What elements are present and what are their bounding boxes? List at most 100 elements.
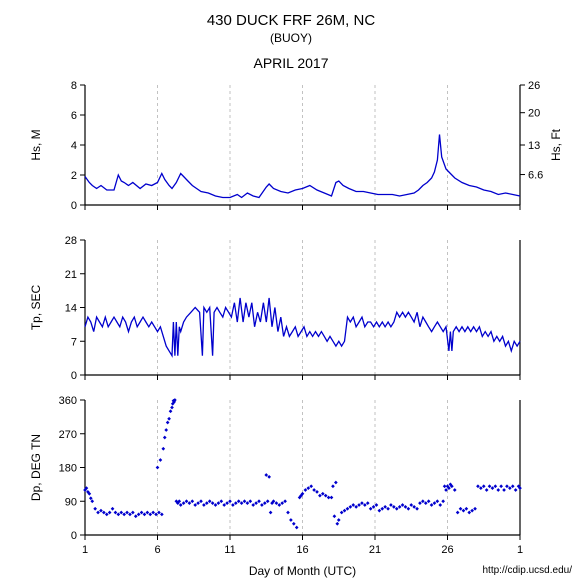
xaxis-label: Day of Month (UTC) — [249, 564, 356, 578]
data-point — [140, 511, 144, 515]
svg-text:2: 2 — [71, 170, 77, 182]
data-point — [280, 501, 284, 505]
data-point — [331, 484, 335, 488]
data-point — [93, 507, 97, 511]
svg-text:180: 180 — [59, 463, 77, 475]
data-point — [511, 484, 515, 488]
data-point — [395, 507, 399, 511]
data-point — [505, 484, 509, 488]
month-label: APRIL 2017 — [254, 55, 329, 71]
data-point — [409, 503, 413, 507]
data-point — [289, 518, 293, 522]
data-point — [462, 509, 466, 513]
svg-text:6: 6 — [154, 544, 160, 556]
data-point — [131, 511, 135, 515]
data-point — [363, 503, 367, 507]
data-point — [473, 507, 477, 511]
data-point — [470, 509, 474, 513]
data-point — [499, 484, 503, 488]
data-point — [494, 484, 498, 488]
data-point — [334, 481, 338, 485]
data-point — [211, 501, 215, 505]
data-point — [441, 499, 445, 503]
data-point — [485, 488, 489, 492]
data-point — [459, 507, 463, 511]
data-point — [151, 511, 155, 515]
data-point — [170, 406, 174, 410]
data-point — [343, 509, 347, 513]
data-point — [182, 501, 186, 505]
data-point — [90, 499, 94, 503]
data-point — [330, 496, 334, 500]
data-point — [237, 499, 241, 503]
svg-text:7: 7 — [71, 336, 77, 348]
svg-text:360: 360 — [59, 395, 77, 407]
data-point — [163, 436, 167, 440]
data-point — [465, 507, 469, 511]
data-point — [160, 513, 164, 517]
data-point — [482, 484, 486, 488]
data-point — [386, 507, 390, 511]
data-point — [283, 499, 287, 503]
data-point — [351, 503, 355, 507]
data-point — [263, 501, 267, 505]
data-point — [479, 486, 483, 490]
data-point — [315, 490, 319, 494]
chart-subtitle: (BUOY) — [270, 31, 312, 45]
data-point — [349, 505, 353, 509]
data-point — [333, 514, 337, 518]
data-point — [196, 501, 200, 505]
data-point — [467, 511, 471, 515]
data-point — [269, 511, 273, 515]
data-point — [128, 513, 132, 517]
data-point — [404, 505, 408, 509]
data-point — [114, 511, 118, 515]
data-point — [456, 511, 460, 515]
data-point — [219, 499, 223, 503]
data-point — [167, 417, 171, 421]
data-point — [164, 428, 168, 432]
data-point — [157, 511, 161, 515]
data-point — [496, 488, 500, 492]
data-point — [312, 488, 316, 492]
data-point — [295, 526, 299, 530]
data-point — [488, 484, 492, 488]
data-point — [119, 511, 123, 515]
data-point — [179, 503, 183, 507]
chart-title: 430 DUCK FRF 26M, NC — [207, 12, 376, 29]
data-point — [275, 501, 279, 505]
data-point — [188, 501, 192, 505]
data-point — [234, 501, 238, 505]
data-point — [491, 486, 495, 490]
svg-text:28: 28 — [65, 235, 77, 247]
data-point — [148, 513, 152, 517]
svg-text:90: 90 — [65, 496, 77, 508]
data-point — [214, 503, 218, 507]
data-point — [380, 507, 384, 511]
data-point — [335, 522, 339, 526]
data-point — [243, 499, 247, 503]
svg-text:0: 0 — [71, 370, 77, 382]
chart-svg: 430 DUCK FRF 26M, NC(BUOY)APRIL 20170246… — [0, 0, 582, 581]
data-point — [264, 473, 268, 477]
svg-text:1: 1 — [82, 544, 88, 556]
data-point — [166, 421, 170, 425]
data-point — [246, 501, 250, 505]
data-point — [433, 501, 437, 505]
data-point — [309, 484, 313, 488]
data-point — [267, 475, 271, 479]
data-point — [217, 501, 221, 505]
data-point — [418, 501, 422, 505]
data-point — [225, 501, 229, 505]
data-point — [99, 509, 103, 513]
svg-text:11: 11 — [224, 544, 235, 556]
yaxis-right-label: Hs, Ft — [549, 128, 563, 161]
data-point — [354, 505, 358, 509]
data-point — [89, 496, 93, 500]
data-point — [407, 507, 411, 511]
svg-text:8: 8 — [71, 80, 77, 92]
data-point — [156, 466, 160, 470]
data-point — [260, 503, 264, 507]
data-point — [427, 499, 431, 503]
data-point — [169, 409, 173, 413]
